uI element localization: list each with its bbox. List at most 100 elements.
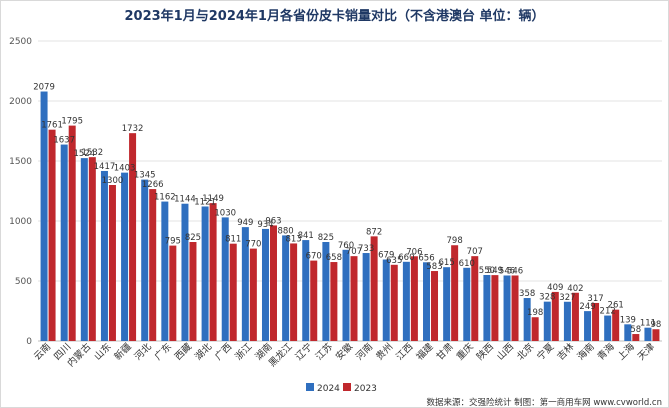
bar-2024 [100, 170, 108, 341]
bar-2024 [201, 206, 209, 341]
bar-2023 [431, 271, 439, 341]
data-label-2024: 1345 [134, 171, 156, 181]
bar-2023 [410, 256, 418, 341]
legend-label-2023: 2023 [354, 384, 377, 394]
data-label-2023: 707 [467, 247, 483, 257]
data-label-2023: 583 [426, 262, 442, 272]
bar-2023 [652, 329, 660, 341]
data-label-2023: 1761 [41, 121, 63, 131]
bar-2024 [221, 217, 229, 341]
bar-layer [40, 91, 660, 342]
data-label-2023: 706 [406, 247, 422, 257]
bar-2023 [209, 203, 217, 341]
bar-2024 [543, 301, 551, 341]
y-axis-ticks: 0 500 1000 1500 2000 2500 [9, 37, 32, 347]
data-label-2024: 139 [620, 315, 636, 325]
bar-2023 [229, 243, 237, 341]
bar-2023 [169, 245, 177, 341]
data-label-2024: 841 [298, 231, 314, 241]
data-label-2024: 550 [479, 266, 495, 276]
bar-2023 [269, 225, 277, 341]
data-label-2023: 1532 [82, 148, 104, 158]
bar-2024 [443, 267, 451, 341]
bar-2024 [161, 201, 169, 341]
bar-2023 [511, 275, 519, 341]
data-label-2024: 358 [519, 289, 535, 299]
data-label-2024: 1144 [174, 195, 196, 205]
legend: 2024 2023 [306, 383, 377, 394]
bar-2023 [370, 236, 378, 341]
y-tick-label: 2500 [9, 37, 32, 47]
bar-2024 [503, 275, 511, 341]
data-label-2024: 760 [338, 241, 354, 251]
data-label-2023: 1266 [142, 180, 164, 190]
data-label-2024: 1417 [94, 162, 116, 172]
data-label-2023: 795 [165, 237, 181, 247]
bar-2024 [342, 249, 350, 341]
data-label-2024: 934 [257, 220, 273, 230]
bar-2023 [88, 157, 96, 341]
data-label-2023: 98 [651, 320, 662, 330]
bar-2023 [571, 292, 579, 341]
data-label-2024: 656 [418, 253, 434, 263]
data-label-2023: 58 [630, 325, 641, 335]
bar-2023 [350, 256, 358, 341]
bar-2023 [612, 309, 620, 341]
data-label-2023: 813 [285, 234, 301, 244]
data-label-2024: 1524 [74, 149, 96, 159]
bar-2024 [181, 203, 189, 341]
data-label-2024: 1121 [194, 197, 216, 207]
bar-2023 [390, 264, 398, 341]
data-label-2024: 660 [398, 253, 414, 263]
bar-2024 [483, 275, 491, 341]
data-label-2023: 872 [366, 227, 382, 237]
bar-2024 [241, 227, 249, 341]
data-label-2024: 546 [499, 266, 515, 276]
bar-2024 [302, 240, 310, 341]
bar-2023 [249, 248, 257, 341]
bar-2024 [282, 235, 290, 341]
data-label-2024: 679 [378, 251, 394, 261]
bar-2024 [322, 242, 330, 341]
data-label-2023: 635 [386, 256, 402, 266]
data-label-2024: 2079 [33, 83, 55, 93]
data-label-2023: 825 [185, 233, 201, 243]
data-label-2023: 261 [608, 301, 624, 311]
chart-title: 2023年1月与2024年1月各省份皮卡销量对比（不含港澳台 单位：辆） [125, 8, 545, 24]
bar-2024 [261, 228, 269, 341]
data-label-2023: 670 [306, 252, 322, 262]
data-label-2023: 1732 [122, 124, 144, 134]
bar-2023 [68, 125, 76, 341]
data-label-2023: 798 [447, 236, 463, 246]
bar-2023 [48, 129, 56, 341]
bar-2023 [632, 334, 640, 341]
data-label-2024: 615 [439, 258, 455, 268]
bar-2023 [491, 275, 499, 341]
y-tick-label: 1000 [9, 217, 32, 227]
data-label-2024: 1030 [214, 208, 236, 218]
bar-2023 [471, 256, 479, 341]
data-label-2023: 1795 [61, 117, 83, 127]
data-label-2024: 949 [237, 218, 253, 228]
data-label-2024: 610 [459, 259, 475, 269]
bar-2023 [129, 133, 137, 341]
bar-2024 [80, 158, 88, 341]
data-label-2023: 658 [326, 253, 342, 263]
data-label-2023: 1149 [202, 194, 224, 204]
data-label-2023: 811 [225, 235, 241, 245]
y-tick-label: 1500 [9, 157, 32, 167]
data-label-2024: 880 [277, 226, 293, 236]
y-tick-label: 500 [15, 277, 32, 287]
bar-2024 [584, 311, 592, 341]
bar-2024 [604, 315, 612, 341]
bar-2024 [40, 91, 48, 342]
data-label-2023: 409 [547, 283, 563, 293]
data-label-2023: 317 [587, 294, 603, 304]
y-tick-label: 2000 [9, 97, 32, 107]
y-tick-label: 0 [26, 337, 32, 347]
data-label-2023: 770 [245, 240, 261, 250]
bar-2024 [463, 267, 471, 341]
data-label-2024: 1637 [53, 136, 75, 146]
